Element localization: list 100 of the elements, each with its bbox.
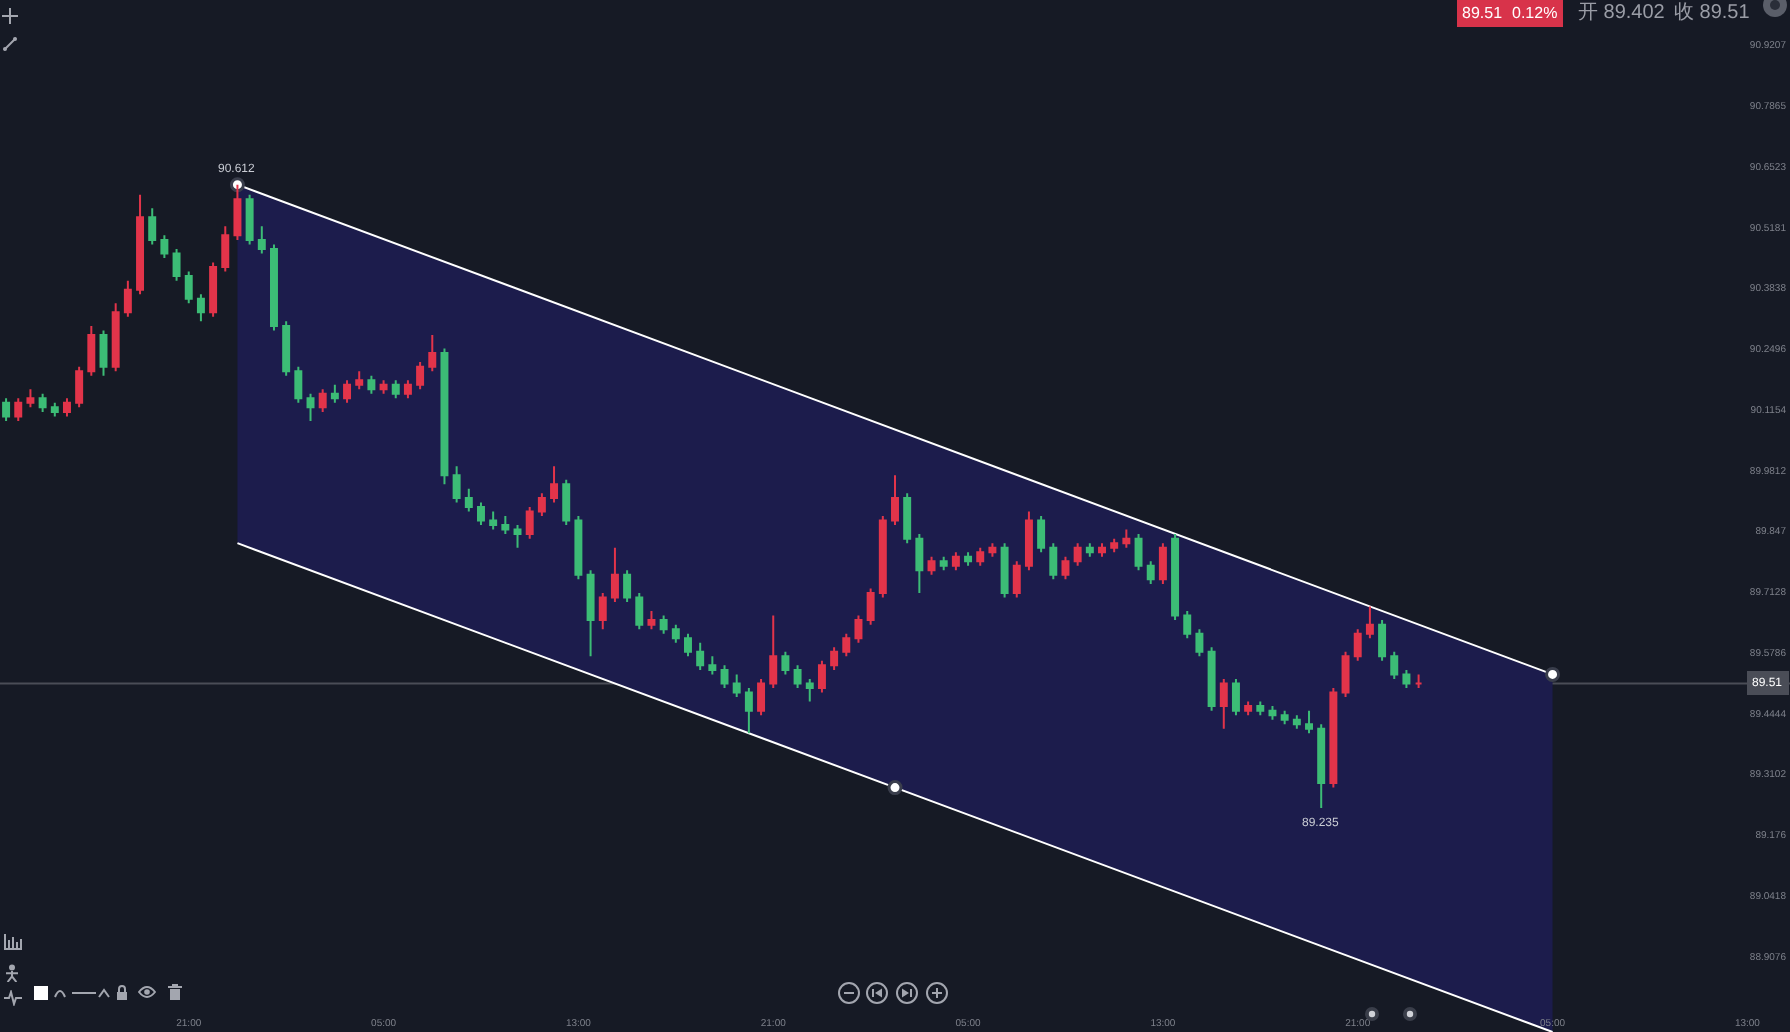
candlestick: [136, 193, 145, 296]
candlestick: [1219, 677, 1228, 730]
candlestick: [732, 673, 741, 699]
candlestick: [403, 379, 412, 400]
candlestick: [635, 591, 644, 631]
candlestick: [830, 646, 839, 671]
candlestick: [866, 587, 875, 626]
candlestick: [1244, 700, 1253, 717]
candlestick: [647, 610, 656, 631]
candlestick: [477, 501, 485, 527]
candlestick: [123, 279, 132, 318]
candlestick: [842, 632, 851, 658]
candlestick: [270, 243, 278, 332]
candlestick: [196, 293, 205, 323]
candlestick: [1158, 542, 1167, 585]
candlestick: [50, 401, 59, 418]
candlestick: [172, 247, 181, 282]
candlestick: [1365, 605, 1374, 640]
candlestick: [1353, 628, 1362, 662]
candlestick: [1305, 709, 1313, 735]
candlestick: [1268, 705, 1277, 721]
candlestick: [988, 542, 997, 558]
candlestick: [574, 515, 583, 581]
candlestick: [817, 659, 826, 694]
candlestick: [1146, 560, 1155, 585]
candlestick: [1024, 510, 1033, 572]
candlestick: [525, 505, 534, 540]
candlestick: [891, 474, 899, 527]
candlestick: [464, 487, 473, 513]
candlestick: [428, 333, 437, 373]
candlestick: [805, 677, 814, 703]
candlestick: [951, 551, 960, 572]
annotation: 0.12%: [1512, 4, 1558, 22]
candlestick: [1085, 542, 1094, 558]
candlestick: [367, 374, 376, 395]
candlestick: [355, 370, 364, 391]
candlestick: [1073, 542, 1082, 567]
candlestick: [379, 379, 388, 395]
candlestick: [903, 492, 912, 545]
candlestick: [1256, 700, 1265, 717]
candlestick: [684, 632, 692, 658]
candlestick: [708, 655, 717, 676]
candlestick: [671, 623, 680, 644]
candlestick: [75, 365, 84, 409]
candlestick: [221, 225, 230, 273]
candlestick: [87, 324, 96, 377]
candlestick: [598, 591, 607, 631]
candlestick: [282, 320, 291, 377]
candlestick: [1098, 542, 1106, 558]
candlestick: [1134, 533, 1143, 572]
candlestick: [257, 225, 266, 255]
candlestick: [1037, 515, 1046, 554]
candlestick: [184, 270, 193, 305]
candlestick: [99, 329, 108, 377]
candlestick: [2, 397, 11, 422]
point: [1545, 666, 1561, 682]
candlestick: [878, 515, 887, 599]
candlestick: [489, 510, 498, 531]
candlestick: [1402, 668, 1411, 689]
candlestick: [744, 687, 753, 735]
candlestick: [513, 524, 522, 549]
candlestick: [1341, 650, 1350, 699]
point: [887, 780, 903, 796]
candlestick: [562, 478, 571, 527]
candlestick: [976, 546, 985, 567]
candlestick: [939, 555, 948, 572]
candlestick: [1231, 677, 1240, 717]
annotation: 开 89.402: [1578, 2, 1666, 24]
candlestick: [14, 397, 23, 422]
candlestick: [245, 193, 254, 246]
candlestick: [696, 641, 705, 671]
candlestick: [111, 302, 120, 373]
candlestick: [1000, 542, 1009, 599]
candlestick: [1390, 650, 1399, 680]
candlestick: [586, 569, 595, 658]
candlestick: [1378, 619, 1387, 662]
candlestick: [343, 379, 352, 404]
candlestick: [416, 361, 425, 391]
candlestick: [793, 664, 802, 689]
candlestick: [501, 515, 510, 536]
candlestick: [550, 465, 559, 504]
candlestick: [1183, 610, 1192, 640]
candlestick: [927, 555, 936, 576]
candlestick: [38, 392, 47, 413]
candlestick: [1122, 528, 1131, 549]
candlestick: [659, 614, 668, 635]
candlestick: [148, 207, 157, 246]
candlestick: [1110, 537, 1119, 554]
candlestick: [1207, 646, 1216, 712]
candlestick: [26, 388, 35, 409]
candlestick: [537, 492, 546, 517]
candlestick: [452, 465, 461, 504]
candlestick: [1317, 723, 1326, 809]
candlestick: [62, 397, 71, 418]
candlestick: [391, 379, 400, 400]
candlestick: [964, 551, 973, 567]
candlestick: [769, 614, 778, 689]
candlestick: [1061, 555, 1070, 581]
candlestick: [1280, 709, 1289, 726]
candlestick: [1012, 560, 1021, 599]
